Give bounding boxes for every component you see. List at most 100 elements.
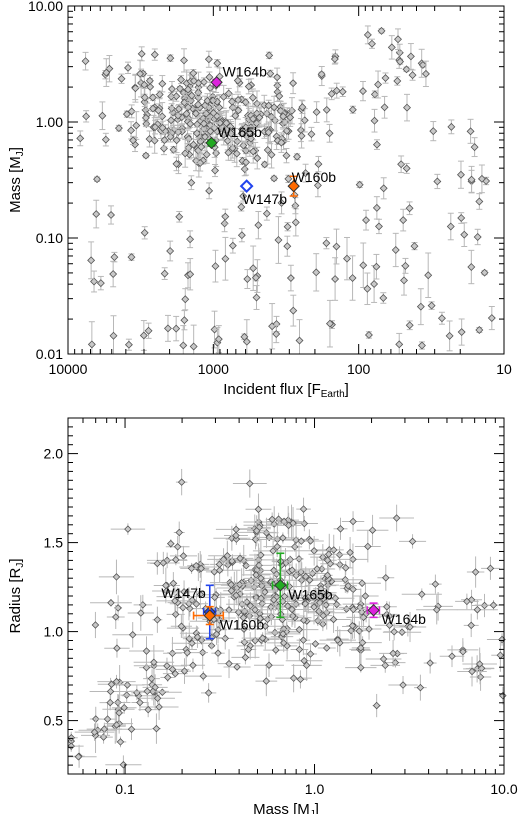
background-planet (172, 156, 181, 172)
background-planet (463, 655, 492, 683)
data-point (107, 599, 115, 607)
data-point (177, 75, 186, 84)
background-planet (97, 674, 136, 689)
background-planet (181, 288, 190, 311)
data-point (288, 566, 296, 574)
data-point (153, 694, 162, 703)
background-planet (81, 717, 111, 754)
background-planet (120, 687, 133, 703)
data-point (272, 330, 281, 339)
background-planet (109, 260, 118, 288)
background-planet (403, 93, 411, 122)
data-point (240, 332, 249, 341)
data-point (292, 536, 300, 544)
background-planet (408, 69, 417, 81)
background-planet (429, 574, 442, 594)
planet-label: W165b (217, 124, 262, 140)
background-planet (124, 338, 133, 351)
data-point (306, 537, 315, 545)
data-point (171, 669, 180, 678)
data-point (261, 588, 269, 596)
background-planet (346, 536, 354, 569)
data-point (262, 209, 271, 218)
data-point (317, 70, 326, 79)
background-planet (359, 80, 367, 102)
background-planet (499, 686, 507, 705)
planet-w165b: W165b (205, 124, 262, 150)
background-planet (265, 512, 279, 527)
background-planet (325, 123, 334, 143)
data-point (466, 127, 475, 136)
background-planet (254, 600, 287, 614)
data-point (290, 543, 299, 551)
data-point (312, 268, 321, 277)
background-planet (102, 58, 111, 87)
data-point (410, 242, 419, 251)
background-planet (240, 332, 249, 341)
background-planet (327, 87, 336, 101)
background-planet (139, 320, 148, 351)
data-point (141, 113, 150, 122)
data-point (330, 55, 339, 64)
background-planet (416, 595, 458, 625)
data-point (197, 636, 206, 644)
background-planet (283, 235, 292, 257)
data-point (370, 116, 379, 125)
background-population (76, 25, 496, 355)
background-planet (175, 468, 188, 496)
background-planet (67, 733, 78, 742)
background-planet (114, 736, 127, 748)
data-point (127, 126, 136, 135)
data-point (297, 131, 306, 140)
data-point (116, 738, 125, 746)
background-planet (473, 228, 482, 246)
background-planet (475, 193, 484, 210)
background-planet (237, 202, 246, 212)
background-planet (308, 550, 349, 558)
background-planet (203, 93, 212, 109)
background-planet (317, 70, 326, 79)
data-point (199, 672, 208, 680)
data-point (400, 276, 408, 285)
background-planet (463, 613, 479, 638)
background-planet (145, 130, 154, 148)
background-planet (293, 537, 310, 545)
data-point (372, 262, 381, 271)
data-point (363, 284, 372, 293)
background-planet (199, 119, 208, 128)
data-point (81, 57, 90, 66)
background-planet (90, 270, 98, 293)
background-planet (224, 144, 233, 161)
data-point (166, 54, 175, 63)
data-point (173, 543, 182, 551)
background-planet (107, 205, 116, 225)
background-planet (364, 330, 373, 339)
data-point (187, 564, 196, 573)
background-planet (388, 675, 418, 695)
background-planet (267, 141, 276, 169)
data-point (148, 104, 157, 113)
background-planet (164, 314, 172, 342)
data-point (267, 150, 276, 159)
data-point (324, 550, 333, 558)
background-planet (331, 257, 340, 301)
data-point (395, 48, 404, 57)
axis-ticks: 10000 1000 100 10 0.01 0.10 1.00 10.00 (28, 0, 512, 377)
background-planet (213, 525, 251, 551)
background-planet (272, 591, 312, 628)
planet-marker (367, 604, 380, 617)
background-planet (345, 662, 377, 673)
data-point (101, 135, 110, 144)
background-planet (87, 241, 96, 280)
background-planet (343, 236, 351, 281)
data-point (153, 616, 162, 624)
background-planet (274, 216, 283, 264)
data-point (187, 91, 196, 100)
background-planet (76, 130, 85, 147)
data-point (197, 142, 206, 151)
background-planet (293, 535, 335, 566)
data-point (252, 593, 260, 602)
background-planet (410, 242, 419, 251)
background-planet (143, 674, 160, 683)
